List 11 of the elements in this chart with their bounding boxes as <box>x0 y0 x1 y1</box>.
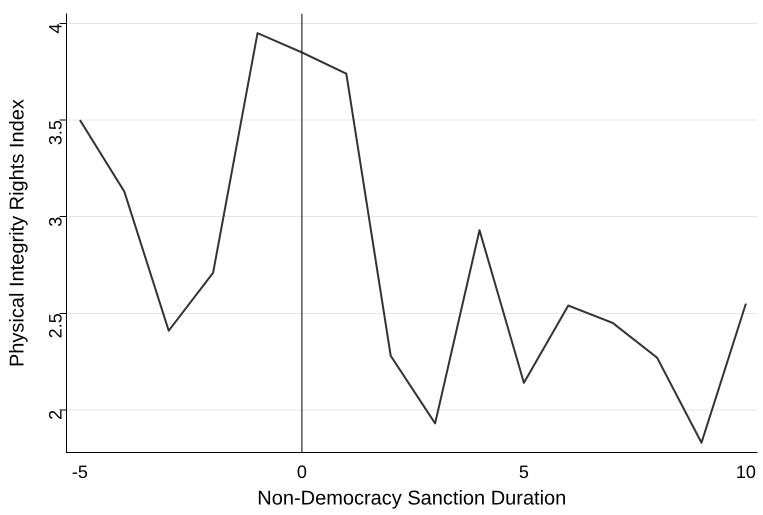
x-tick-label: -5 <box>72 462 88 482</box>
x-tick-label: 10 <box>736 462 756 482</box>
y-tick-label: 4 <box>46 23 66 34</box>
y-tick-label: 2.5 <box>46 313 66 338</box>
y-axis-title: Physical Integrity Rights Index <box>6 99 29 368</box>
y-tick-label: 3 <box>46 216 66 227</box>
y-tick-label: 3.5 <box>46 120 66 146</box>
x-axis-title: Non-Democracy Sanction Duration <box>257 488 566 510</box>
x-tick-label: 5 <box>518 462 529 482</box>
x-tick-label: 0 <box>296 462 307 482</box>
y-tick-label: 2 <box>46 410 66 420</box>
